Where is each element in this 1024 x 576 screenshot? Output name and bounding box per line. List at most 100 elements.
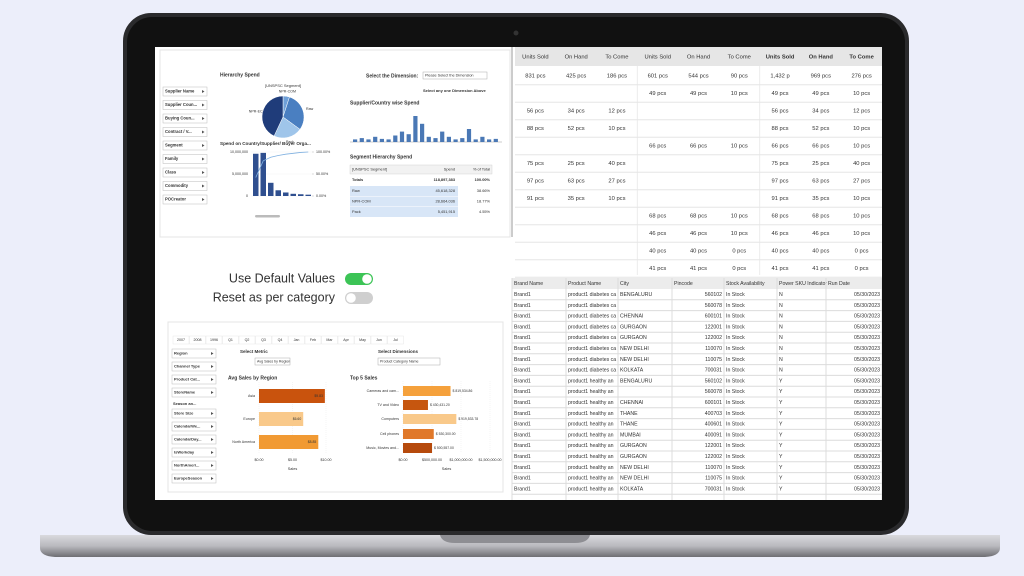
pie-label: NPR-COM	[279, 89, 296, 93]
detail-cell: Y	[779, 454, 783, 460]
pivot-cell: 46 pcs	[772, 231, 789, 237]
period-tab[interactable]	[172, 335, 190, 345]
filter-box[interactable]	[171, 374, 217, 385]
filter-label: StoreName	[174, 390, 196, 395]
table-row-bg	[350, 196, 458, 207]
filter-label: Region	[174, 351, 188, 356]
pivot-cell: 49 pcs	[772, 91, 789, 97]
table-row-bg	[350, 207, 458, 217]
filter-box[interactable]	[162, 194, 208, 205]
detail-header: Product Name	[568, 281, 601, 287]
detail-cell: 110070	[705, 465, 722, 471]
pivot-cell: 49 pcs	[690, 91, 707, 97]
filter-label: Family	[165, 156, 179, 161]
table-cell: 45,618,328	[436, 188, 455, 193]
pivot-cell: 63 pcs	[568, 179, 585, 185]
period-label: Jul	[393, 338, 398, 342]
filter-box[interactable]	[171, 421, 217, 432]
y-tick-label: 10,000,000	[230, 150, 248, 154]
filter-box[interactable]	[162, 181, 208, 191]
dropdown[interactable]	[422, 71, 488, 80]
filter-box[interactable]	[171, 473, 217, 484]
filter-box[interactable]	[162, 113, 208, 124]
detail-cell: 560102	[705, 378, 722, 384]
filter-box[interactable]	[162, 140, 208, 151]
filter-box[interactable]	[162, 167, 208, 178]
filter-box[interactable]	[162, 86, 208, 97]
detail-cell: GURGAON	[620, 443, 647, 449]
table-cell: 28,664,036	[436, 199, 455, 204]
pivot-cell: 97 pcs	[772, 179, 789, 185]
legend-title: [UNSPSC Segment]	[265, 83, 301, 88]
pivot-cell: 12 pcs	[853, 109, 870, 115]
filter-box[interactable]	[162, 100, 208, 110]
filter-box[interactable]	[171, 460, 217, 471]
pivot-cell: 10 pcs	[853, 214, 870, 220]
filter-box[interactable]	[171, 361, 217, 372]
y-tick-label: Europe	[243, 417, 255, 421]
detail-cell: 560078	[705, 389, 722, 395]
detail-cell: Brand1	[514, 378, 531, 384]
filter-box[interactable]	[162, 154, 208, 164]
detail-cell: In Stock	[726, 400, 745, 406]
filter-box[interactable]	[171, 348, 217, 359]
filter-box[interactable]	[171, 447, 217, 458]
detail-cell: 400703	[705, 411, 722, 417]
detail-cell: Brand1	[514, 324, 531, 330]
detail-cell: N	[779, 335, 783, 341]
period-tab[interactable]	[222, 335, 239, 345]
pivot-header: On Hand	[809, 55, 834, 61]
table-cell: 18.77%	[477, 199, 491, 204]
filter-box[interactable]	[162, 127, 208, 137]
detail-cell: product1 diabetes ca	[568, 324, 616, 330]
period-tab[interactable]	[271, 335, 289, 345]
period-tab[interactable]	[354, 335, 371, 345]
detail-cell: 05/30/2023	[854, 486, 880, 492]
detail-cell: 05/30/2023	[854, 378, 880, 384]
dropdown[interactable]	[377, 357, 441, 366]
table-total: Totals	[352, 177, 363, 182]
period-tab[interactable]	[189, 335, 206, 345]
detail-cell: In Stock	[726, 303, 745, 309]
pivot-cell: 41 pcs	[772, 266, 789, 272]
period-tab[interactable]	[255, 335, 272, 345]
value-label: $ 500,557.00	[434, 446, 454, 450]
filter-label: CalendarDay...	[174, 437, 202, 442]
period-tab[interactable]	[238, 335, 256, 345]
period-tab[interactable]	[337, 335, 355, 345]
detail-cell: GURGAON	[620, 335, 647, 341]
pivot-header-bg	[515, 47, 882, 66]
detail-cell: 05/30/2023	[854, 476, 880, 482]
table-cell: NPR-COM	[352, 199, 371, 204]
filter-arrow	[211, 412, 214, 415]
y2-tick-label: 0.00%	[316, 194, 327, 198]
pivot-cell: 35 pcs	[812, 196, 829, 202]
filter-box[interactable]	[171, 387, 217, 398]
filter-box[interactable]	[171, 434, 217, 445]
detail-cell: Y	[779, 443, 783, 449]
period-tab[interactable]	[321, 335, 338, 345]
detail-cell: Y	[779, 476, 783, 482]
detail-cell: product1 diabetes ca	[568, 346, 616, 352]
pivot-cell: 68 pcs	[649, 214, 666, 220]
period-tab[interactable]	[304, 335, 322, 345]
bar	[403, 429, 434, 439]
period-tab[interactable]	[288, 335, 305, 345]
selector-label: Select Dimensions	[378, 349, 419, 354]
pivot-cell: 40 pcs	[853, 161, 870, 167]
detail-cell: 05/30/2023	[854, 357, 880, 363]
period-tab[interactable]	[205, 335, 223, 345]
bar	[359, 138, 364, 142]
filter-box[interactable]	[171, 408, 217, 419]
dropdown-text: Avg Sales by Region	[257, 360, 290, 364]
period-tab[interactable]	[370, 335, 388, 345]
detail-cell: Brand1	[514, 486, 531, 492]
detail-cell: In Stock	[726, 378, 745, 384]
value-label: $8.85	[308, 440, 317, 444]
period-tab[interactable]	[387, 335, 404, 345]
detail-cell: NEW DELHI	[620, 465, 649, 471]
period-label: May	[359, 338, 366, 342]
dropdown[interactable]	[254, 357, 291, 366]
period-label: Apr	[343, 338, 349, 342]
detail-cell: Brand1	[514, 443, 531, 449]
